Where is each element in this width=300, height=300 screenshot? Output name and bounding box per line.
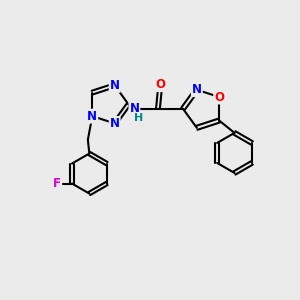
Text: N: N bbox=[87, 110, 97, 123]
Text: F: F bbox=[53, 177, 61, 190]
Text: N: N bbox=[110, 79, 120, 92]
Text: N: N bbox=[110, 117, 120, 130]
Text: H: H bbox=[134, 112, 143, 123]
Text: N: N bbox=[192, 83, 202, 96]
Text: O: O bbox=[155, 78, 165, 91]
Text: O: O bbox=[214, 91, 224, 103]
Text: N: N bbox=[129, 102, 140, 115]
